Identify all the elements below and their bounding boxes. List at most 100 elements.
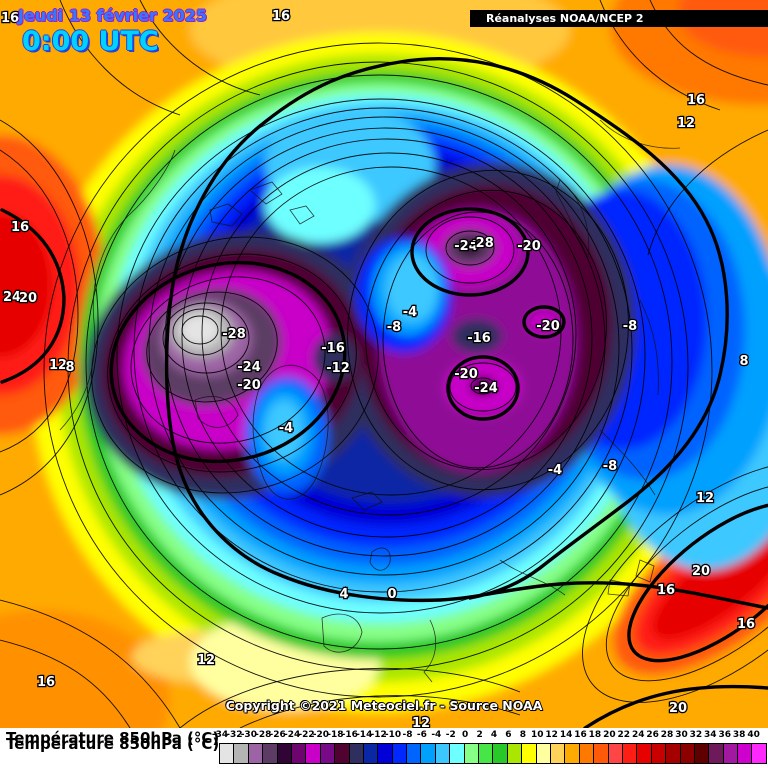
temperature-value-label: -4 xyxy=(403,305,417,320)
temperature-value-label: -4 xyxy=(279,421,293,436)
temperature-value-label: 16 xyxy=(687,93,705,108)
temperature-value-label: 16 xyxy=(1,11,19,26)
color-scale-tick: 28 xyxy=(660,730,674,740)
color-scale-cell xyxy=(694,744,710,763)
temperature-field xyxy=(0,0,768,728)
color-scale-cell xyxy=(579,744,595,763)
thick-contours xyxy=(0,57,768,728)
color-scale-tick: 8 xyxy=(519,730,526,740)
color-scale-cell xyxy=(464,744,480,763)
temperature-value-label: -24 xyxy=(237,360,261,375)
color-scale-tick: 40 xyxy=(747,730,760,740)
color-scale-tick: -34 xyxy=(211,730,229,740)
color-scale-cell xyxy=(493,744,508,763)
color-scale-tick: -6 xyxy=(416,730,427,740)
temperature-value-label: -8 xyxy=(623,319,637,334)
temperature-value-label: -28 xyxy=(470,236,494,251)
color-scale-cell xyxy=(752,744,766,763)
color-scale-cell xyxy=(306,744,321,763)
color-scale-cell xyxy=(565,744,580,763)
color-scale-bar xyxy=(219,743,767,764)
color-scale-cell xyxy=(320,744,336,763)
temperature-value-label: 16 xyxy=(737,617,755,632)
color-scale-cell xyxy=(666,744,681,763)
color-scale-tick: 6 xyxy=(505,730,512,740)
legend-strip: Température 850hPa (°C) Température 850h… xyxy=(0,728,768,768)
color-scale-tick: -14 xyxy=(356,730,373,740)
color-scale-cell xyxy=(479,744,494,763)
color-scale-cell xyxy=(680,744,695,763)
temperature-value-label: -24 xyxy=(454,239,478,254)
color-scale-tick: -20 xyxy=(312,730,330,740)
temperature-value-label: -12 xyxy=(326,361,350,376)
temperature-value-label: -20 xyxy=(536,319,560,334)
thin-contours xyxy=(0,0,768,728)
color-scale-cell xyxy=(363,744,379,763)
temperature-value-label: -20 xyxy=(517,239,541,254)
temperature-value-label: -8 xyxy=(603,459,617,474)
temperature-value-label: 16 xyxy=(11,220,29,235)
color-scale-cell xyxy=(651,744,667,763)
color-scale-tick: -24 xyxy=(283,730,301,740)
color-scale-tick: 12 xyxy=(545,730,558,740)
temperature-value-label: 20 xyxy=(669,701,687,716)
copyright-text: Copyright ©2021 Meteociel.fr - Source NO… xyxy=(225,698,543,713)
color-scale-cell xyxy=(435,744,451,763)
color-scale-tick: 30 xyxy=(675,730,688,740)
time-label: 0:00 UTC xyxy=(22,26,159,57)
color-scale-cell xyxy=(277,744,292,763)
color-scale-tick: 20 xyxy=(603,730,616,740)
color-scale-cell xyxy=(349,744,364,763)
legend-title: Température 850hPa (°C) xyxy=(6,735,220,753)
color-scale-tick: -22 xyxy=(298,730,315,740)
color-scale-cell xyxy=(378,744,393,763)
color-scale-cell xyxy=(234,744,249,763)
color-scale-tick: -32 xyxy=(226,730,243,740)
temperature-value-label: 24 xyxy=(3,290,21,305)
color-scale-cell xyxy=(248,744,264,763)
temperature-value-label: -24 xyxy=(474,381,498,396)
color-scale-cell xyxy=(421,744,436,763)
color-scale-cell xyxy=(622,744,638,763)
color-scale-tick: 0 xyxy=(462,730,469,740)
legend-title-shadow: Température 850hPa (°C) xyxy=(6,729,220,747)
temperature-value-label: 16 xyxy=(657,583,675,598)
temperature-value-label: 16 xyxy=(272,9,290,24)
color-scale-tick: 2 xyxy=(476,730,483,740)
temperature-value-label: -20 xyxy=(454,367,478,382)
color-scale-cell xyxy=(637,744,652,763)
color-scale-tick: 34 xyxy=(704,730,717,740)
temperature-value-label: 12 xyxy=(696,491,714,506)
temperature-value-label: 16 xyxy=(37,675,55,690)
temperature-value-label: 12 xyxy=(412,716,430,728)
color-scale-cell xyxy=(220,744,235,763)
color-scale-tick: 26 xyxy=(646,730,659,740)
color-scale-tick: -8 xyxy=(402,730,413,740)
color-scale-tick: -26 xyxy=(269,730,286,740)
color-scale-cell xyxy=(536,744,551,763)
temperature-value-label: 8 xyxy=(739,354,748,369)
color-scale-tick: 32 xyxy=(689,730,703,740)
temperature-value-label: -20 xyxy=(237,378,261,393)
temperature-value-label: 12 xyxy=(197,653,215,668)
color-scale-tick: -18 xyxy=(327,730,344,740)
color-scale-cell xyxy=(291,744,307,763)
temperature-labels: 16 161612162420128-28-24-20-16-12-4-4-8-2… xyxy=(0,8,756,728)
color-scale-tick: -12 xyxy=(370,730,387,740)
temperature-value-label: 4 xyxy=(339,587,348,602)
color-scale-tick: -30 xyxy=(240,730,257,740)
temperature-value-label: 20 xyxy=(692,564,710,579)
color-scale-cell xyxy=(594,744,609,763)
temperature-value-label: -28 xyxy=(222,327,246,342)
temperature-value-label: 12 xyxy=(49,358,67,373)
color-scale-cell xyxy=(407,744,422,763)
color-scale-tick: 18 xyxy=(588,730,602,740)
color-scale-tick: 36 xyxy=(718,730,731,740)
color-scale-tick: -4 xyxy=(431,730,442,740)
temperature-value-label: 0 xyxy=(387,587,396,602)
color-scale-cell xyxy=(550,744,566,763)
color-scale-tick: -2 xyxy=(445,730,456,740)
color-scale-cell xyxy=(723,744,739,763)
color-scale-tick: 10 xyxy=(530,730,544,740)
